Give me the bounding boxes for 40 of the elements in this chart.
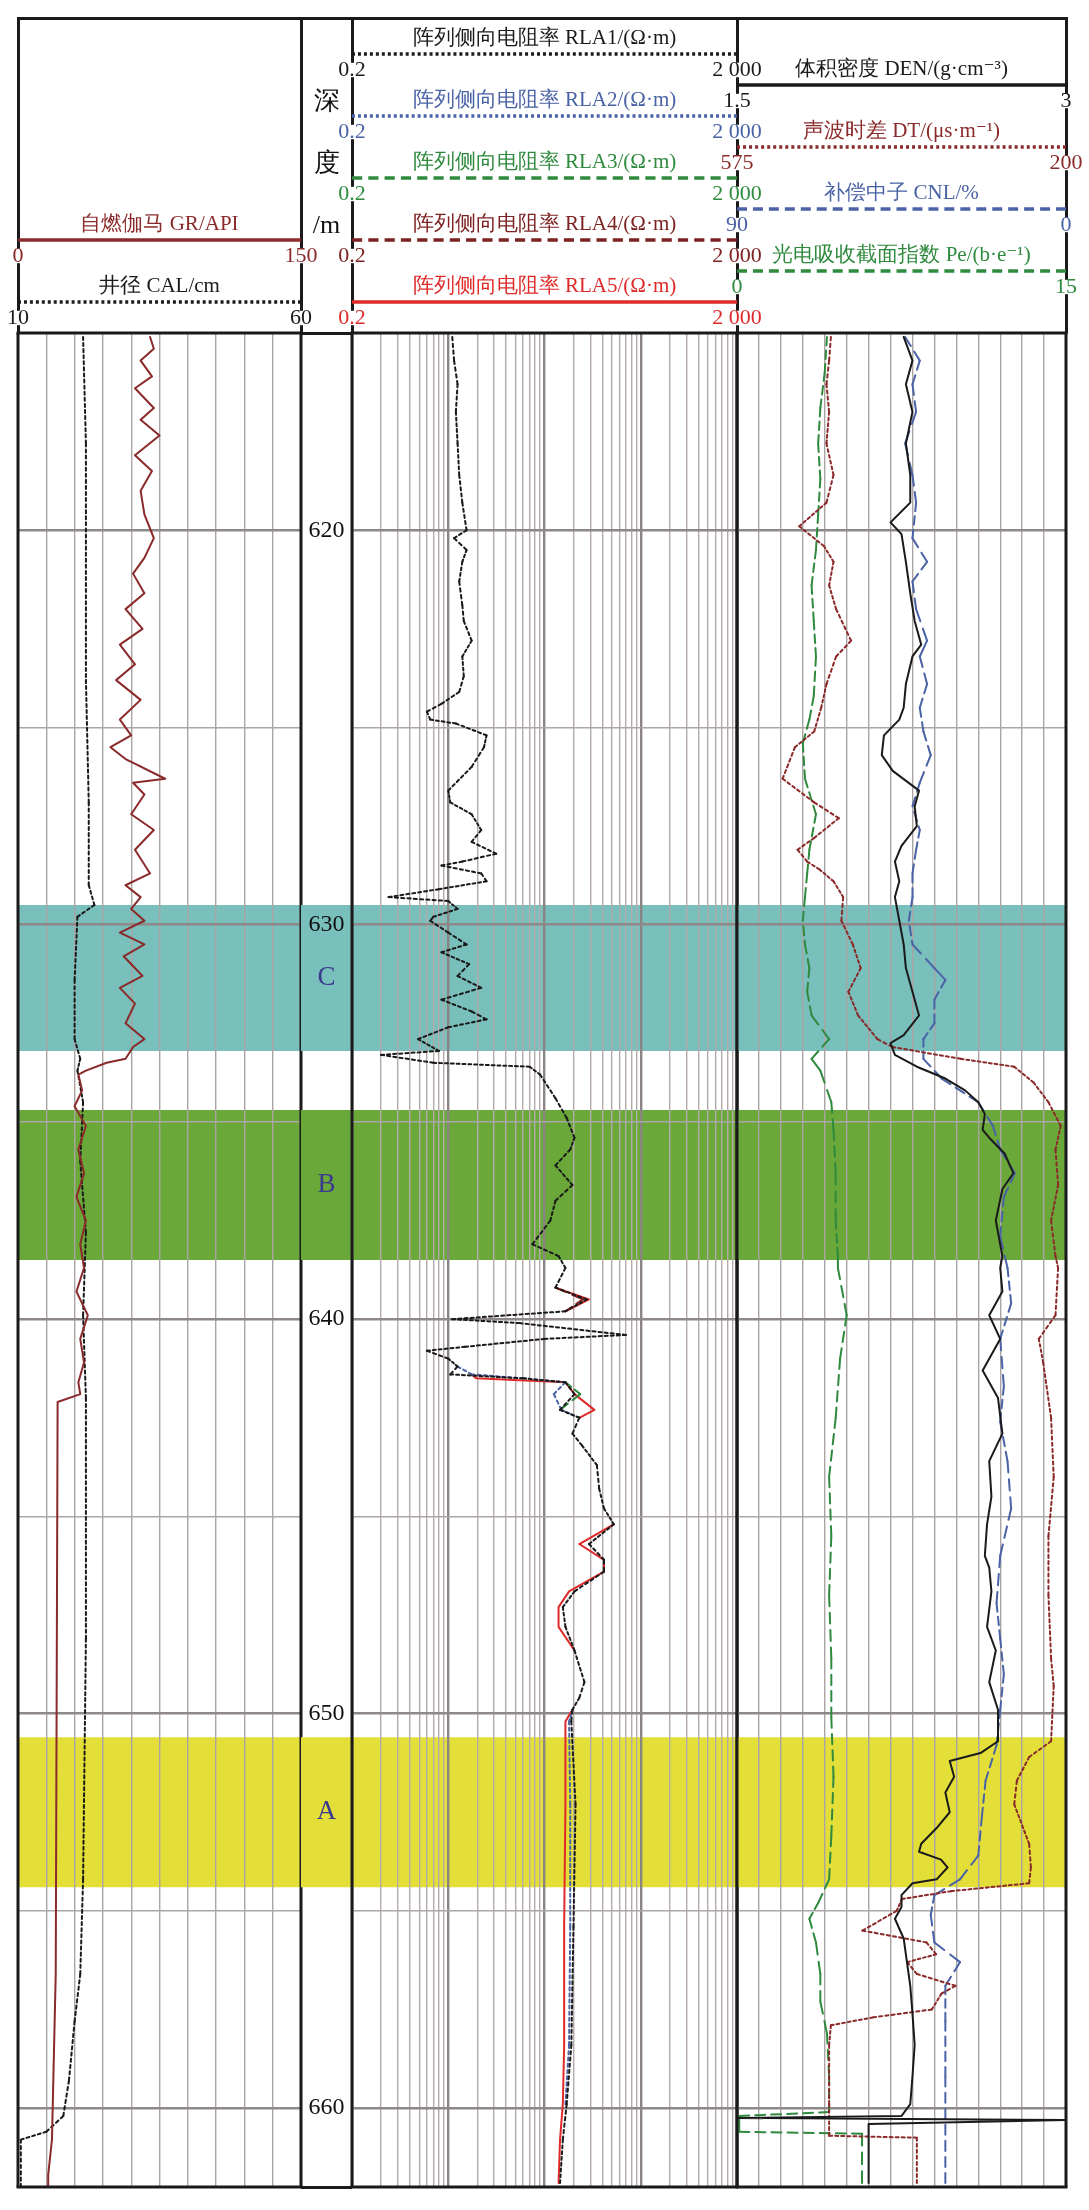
x-tick-label: 0.2 bbox=[338, 117, 366, 143]
x-tick-label: 2 000 bbox=[712, 117, 762, 143]
x-tick-label: 2 000 bbox=[712, 303, 762, 329]
x2-axis-title: 井径 CAL/cm bbox=[99, 272, 220, 297]
band-label: A bbox=[316, 1795, 337, 1826]
y-tick-label: 640 bbox=[308, 1304, 345, 1331]
x2-tick-label: 10 bbox=[7, 303, 29, 329]
x-tick-label: 0.2 bbox=[338, 241, 366, 267]
x2-axis-title: 声波时差 DT/(μs·m⁻¹) bbox=[802, 117, 1001, 142]
y-tick-label: 660 bbox=[308, 2093, 345, 2120]
x-tick-label: 2 000 bbox=[712, 55, 762, 81]
x2-tick-label: 60 bbox=[290, 303, 312, 329]
x2-tick-label: 0 bbox=[731, 272, 743, 298]
x-tick-label: 0.2 bbox=[338, 55, 366, 81]
x-tick-label: 0.2 bbox=[338, 303, 366, 329]
band-label: C bbox=[317, 961, 336, 992]
x-tick-label: 3 bbox=[1060, 86, 1072, 112]
x2-tick-label: 15 bbox=[1055, 272, 1077, 298]
x-tick-label: 2 000 bbox=[712, 241, 762, 267]
x-axis-title: 补偿中子 CNL/% bbox=[824, 179, 979, 204]
y-tick-label: 650 bbox=[308, 1698, 345, 1725]
x-tick-label: 2 000 bbox=[712, 179, 762, 205]
x-tick-label: 0.2 bbox=[338, 179, 366, 205]
x-tick-label: 150 bbox=[284, 241, 318, 267]
x-axis-title: 阵列侧向电阻率 RLA5/(Ω·m) bbox=[412, 272, 677, 297]
x-axis-title: 阵列侧向电阻率 RLA4/(Ω·m) bbox=[412, 210, 677, 235]
x-tick-label: 90 bbox=[726, 210, 748, 236]
x-axis-title: 阵列侧向电阻率 RLA2/(Ω·m) bbox=[412, 86, 677, 111]
x-axis-title: 阵列侧向电阻率 RLA1/(Ω·m) bbox=[412, 24, 677, 49]
band-label: B bbox=[317, 1168, 336, 1199]
x2-tick-label: 200 bbox=[1049, 148, 1083, 174]
x-axis-title: 阵列侧向电阻率 RLA3/(Ω·m) bbox=[412, 148, 677, 173]
x-tick-label: 0 bbox=[12, 241, 24, 267]
x2-axis-title: 光电吸收截面指数 Pe/(b·e⁻¹) bbox=[772, 241, 1031, 266]
x-axis-title: 自燃伽马 GR/API bbox=[80, 210, 239, 235]
y-tick-label: 630 bbox=[308, 910, 345, 936]
y-tick-label: 620 bbox=[308, 515, 345, 542]
x2-tick-label: 575 bbox=[720, 148, 754, 174]
x-tick-label: 1.5 bbox=[723, 86, 751, 112]
x-axis-title: 体积密度 DEN/(g·cm⁻³) bbox=[795, 55, 1008, 80]
